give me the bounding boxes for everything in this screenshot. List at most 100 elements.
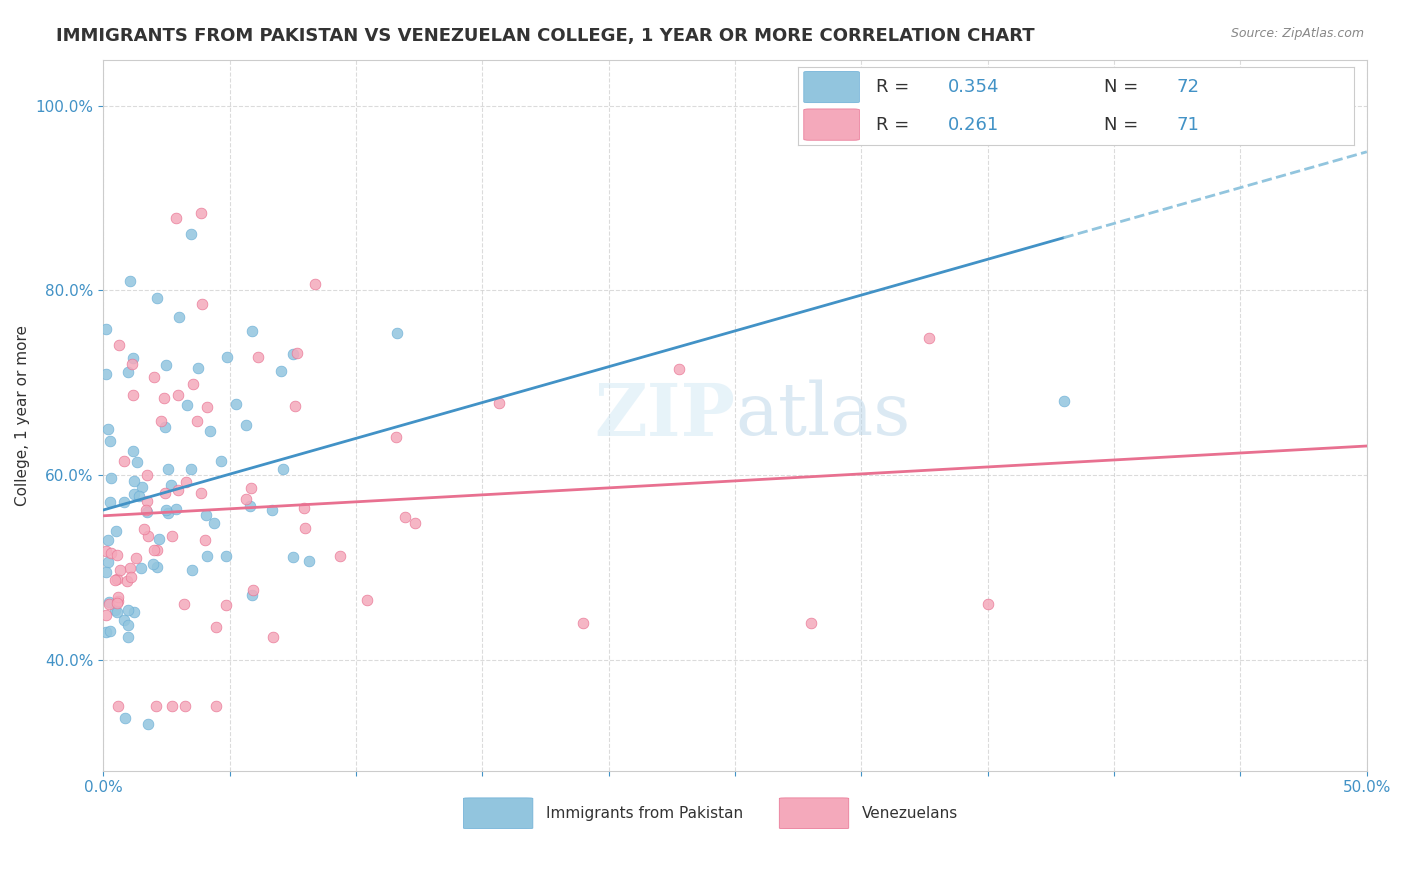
Point bbox=[160, 529, 183, 543]
Point bbox=[283, 549, 305, 564]
Point bbox=[181, 563, 204, 577]
Point bbox=[135, 494, 157, 508]
Point bbox=[128, 489, 150, 503]
Point bbox=[121, 351, 143, 365]
Point bbox=[105, 606, 128, 620]
Point bbox=[94, 322, 117, 336]
Point bbox=[356, 593, 378, 607]
Text: IMMIGRANTS FROM PAKISTAN VS VENEZUELAN COLLEGE, 1 YEAR OR MORE CORRELATION CHART: IMMIGRANTS FROM PAKISTAN VS VENEZUELAN C… bbox=[56, 27, 1035, 45]
Point bbox=[117, 630, 139, 644]
Point bbox=[284, 399, 307, 413]
Point bbox=[112, 454, 135, 468]
Point bbox=[918, 331, 941, 345]
Point bbox=[225, 397, 247, 411]
Point bbox=[94, 543, 117, 558]
Point bbox=[107, 594, 129, 608]
Point bbox=[100, 470, 122, 484]
Point bbox=[215, 350, 238, 364]
Point bbox=[572, 615, 595, 630]
Point bbox=[239, 499, 262, 513]
Point bbox=[294, 521, 316, 535]
Point bbox=[112, 494, 135, 508]
Point bbox=[118, 274, 141, 288]
Point bbox=[150, 414, 173, 428]
Point bbox=[240, 324, 263, 338]
Point bbox=[1052, 394, 1074, 409]
Point bbox=[281, 347, 304, 361]
Point bbox=[404, 516, 426, 530]
Text: Source: ZipAtlas.com: Source: ZipAtlas.com bbox=[1230, 27, 1364, 40]
Point bbox=[98, 434, 121, 448]
Point bbox=[104, 574, 127, 588]
Point bbox=[98, 597, 121, 611]
Point bbox=[148, 532, 170, 546]
Point bbox=[155, 486, 177, 500]
Point bbox=[97, 422, 120, 436]
Point bbox=[173, 597, 195, 611]
Point bbox=[124, 475, 146, 489]
Point bbox=[155, 420, 177, 434]
Point bbox=[114, 711, 136, 725]
Point bbox=[132, 522, 155, 536]
Point bbox=[668, 361, 690, 376]
Point bbox=[135, 468, 157, 483]
Point bbox=[117, 618, 139, 632]
Point bbox=[165, 211, 187, 226]
Point bbox=[394, 510, 416, 524]
Point bbox=[205, 698, 228, 713]
Point bbox=[160, 478, 183, 492]
Point bbox=[183, 376, 205, 391]
Point bbox=[153, 391, 176, 405]
Point bbox=[205, 619, 228, 633]
Point bbox=[142, 369, 165, 384]
Point bbox=[187, 360, 209, 375]
Point bbox=[176, 398, 198, 412]
Point bbox=[165, 501, 187, 516]
Point bbox=[198, 424, 221, 438]
Point bbox=[235, 417, 257, 432]
Point bbox=[129, 561, 152, 575]
Point bbox=[105, 597, 128, 611]
Y-axis label: College, 1 year or more: College, 1 year or more bbox=[15, 325, 30, 506]
Point bbox=[180, 462, 202, 476]
Point bbox=[142, 557, 165, 571]
Point bbox=[285, 346, 308, 360]
Point bbox=[124, 551, 146, 566]
Point bbox=[800, 615, 823, 630]
Point bbox=[166, 483, 188, 497]
Point bbox=[247, 350, 270, 364]
Point bbox=[107, 590, 129, 604]
Point bbox=[97, 533, 120, 548]
Point bbox=[122, 487, 145, 501]
Point bbox=[97, 555, 120, 569]
Point bbox=[146, 291, 169, 305]
Point bbox=[262, 630, 284, 644]
Point bbox=[190, 486, 212, 500]
Point bbox=[136, 529, 159, 543]
Point bbox=[108, 563, 131, 577]
Point bbox=[98, 595, 121, 609]
Point bbox=[157, 506, 180, 520]
Point bbox=[235, 491, 257, 506]
Point bbox=[104, 524, 127, 539]
Point bbox=[120, 570, 142, 584]
Point bbox=[190, 297, 212, 311]
Point bbox=[94, 565, 117, 579]
Point bbox=[195, 508, 218, 522]
Point bbox=[977, 598, 1000, 612]
Point bbox=[1153, 108, 1175, 122]
Point bbox=[195, 549, 218, 563]
Point bbox=[105, 549, 128, 563]
Point bbox=[145, 698, 167, 713]
Point bbox=[136, 717, 159, 731]
Point bbox=[94, 367, 117, 381]
Point bbox=[146, 560, 169, 574]
Point bbox=[135, 503, 157, 517]
Point bbox=[125, 455, 148, 469]
Point bbox=[240, 481, 263, 495]
Point bbox=[385, 430, 408, 444]
Text: ZIP: ZIP bbox=[595, 380, 735, 450]
Point bbox=[160, 698, 183, 713]
Point bbox=[271, 462, 294, 476]
Point bbox=[209, 454, 232, 468]
